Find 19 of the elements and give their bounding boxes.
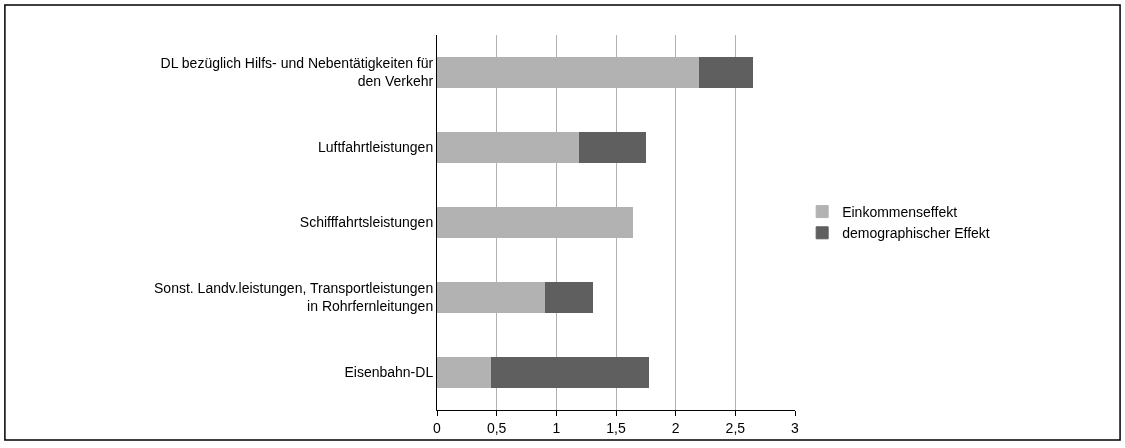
bar	[699, 57, 753, 88]
x-tick-label: 2	[671, 419, 680, 436]
x-tick-label: 2,5	[725, 419, 746, 436]
legend-label: demographischer Effekt	[842, 225, 990, 242]
bar	[437, 357, 493, 388]
y-tick-label: Schifffahrtsleistungen	[299, 214, 434, 231]
bar	[578, 132, 647, 163]
x-tick-label: 1	[552, 419, 561, 436]
x-tick-label: 3	[791, 419, 800, 436]
x-tick-label: 1,5	[606, 419, 626, 436]
legend-label: Einkommenseffekt	[842, 204, 958, 221]
y-tick-label: DL bezüglich Hilfs- und Nebentätigkeiten für den Verkehr	[160, 55, 434, 90]
bar	[545, 282, 593, 313]
x-tick-label: 0	[433, 419, 442, 436]
bar	[491, 357, 649, 388]
y-tick-label: Sonst. Landv.leistungen, Transportleistungen in Rohrfernleitungen	[154, 280, 434, 315]
y-tick-label: Luftfahrtleistungen	[318, 139, 434, 156]
x-tick-label: 0,5	[486, 419, 507, 436]
y-tick-label: Eisenbahn-DL	[344, 364, 434, 381]
